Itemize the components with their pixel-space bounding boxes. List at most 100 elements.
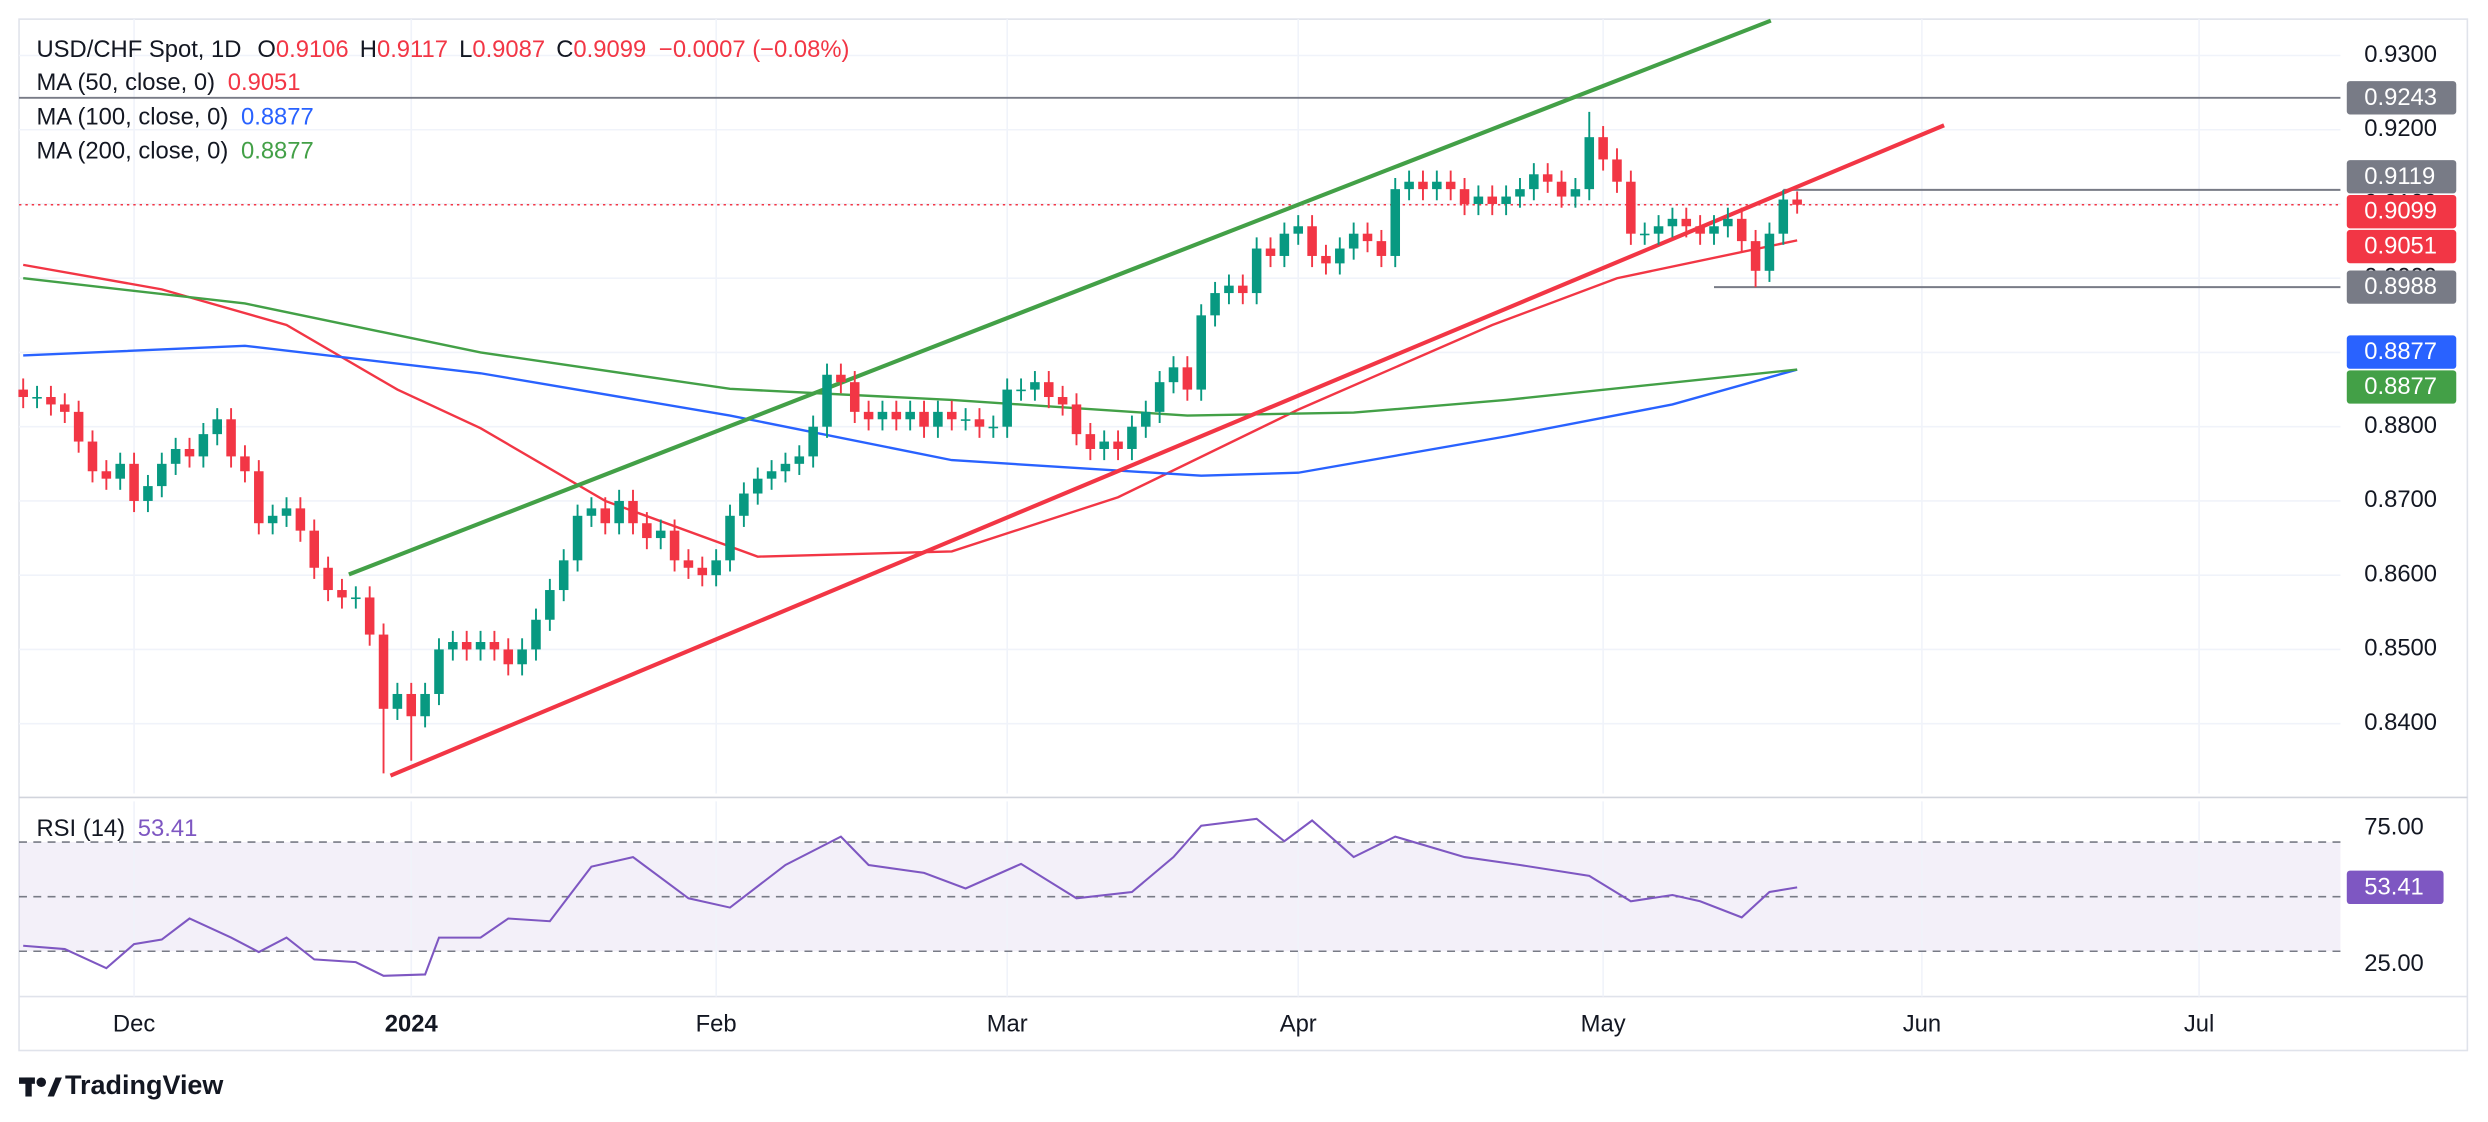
x-tick-label: May bbox=[1581, 1010, 1626, 1037]
candle-body bbox=[281, 508, 292, 516]
change-value: −0.0007 (−0.08%) bbox=[659, 36, 850, 63]
candle-body bbox=[1154, 382, 1165, 412]
candle-body bbox=[558, 560, 569, 591]
candle-body bbox=[808, 426, 818, 457]
x-tick-label: Mar bbox=[987, 1010, 1028, 1037]
candle-body bbox=[919, 411, 929, 427]
candle-body bbox=[1265, 248, 1276, 256]
candle-body bbox=[725, 515, 735, 561]
candle-body bbox=[780, 463, 791, 472]
candle-body bbox=[1432, 181, 1442, 190]
candle-body bbox=[1168, 367, 1179, 383]
candle-body bbox=[1293, 226, 1303, 234]
candle-body bbox=[503, 649, 514, 665]
price-badge-label: 0.8877 bbox=[2364, 338, 2437, 365]
candle-body bbox=[933, 411, 943, 427]
y-tick-label: 0.8500 bbox=[2364, 635, 2437, 662]
candle-body bbox=[1030, 382, 1040, 390]
candle-body bbox=[254, 471, 264, 524]
candle-body bbox=[1556, 181, 1567, 197]
candle-body bbox=[240, 456, 250, 472]
candle-body bbox=[475, 642, 486, 650]
y-tick-label: 0.8800 bbox=[2364, 412, 2437, 439]
candle-body bbox=[711, 560, 721, 576]
y-tick-label: 0.9300 bbox=[2364, 41, 2437, 68]
candle-body bbox=[1335, 248, 1345, 264]
rsi-line bbox=[23, 817, 1798, 977]
candle-body bbox=[309, 530, 319, 568]
candle-body bbox=[198, 434, 209, 457]
price-badge-label: 0.9119 bbox=[2364, 163, 2435, 190]
x-tick-label: Apr bbox=[1280, 1010, 1317, 1037]
footer-brand: TradingView bbox=[65, 1070, 224, 1100]
candle-body bbox=[489, 642, 500, 650]
candle-body bbox=[267, 515, 278, 524]
price-badge-label: 0.8988 bbox=[2364, 273, 2437, 300]
y-tick-label: 0.9200 bbox=[2364, 115, 2437, 142]
candle-body bbox=[1764, 233, 1775, 271]
candle-body bbox=[170, 448, 181, 464]
candle-body bbox=[1362, 233, 1373, 242]
candle-body bbox=[655, 530, 666, 539]
candle-body bbox=[157, 463, 167, 487]
price-badge-label: 0.9243 bbox=[2364, 84, 2437, 111]
price-badge bbox=[2346, 160, 2457, 194]
candle-body bbox=[226, 419, 236, 457]
price-badge bbox=[2346, 335, 2457, 369]
candle-body bbox=[87, 441, 98, 472]
candle-body bbox=[129, 463, 139, 501]
candle-body bbox=[1376, 241, 1387, 256]
legend-name: MA (50, close, 0) bbox=[36, 69, 215, 96]
candle-body bbox=[794, 456, 805, 464]
candle-body bbox=[1542, 174, 1553, 182]
candle-body bbox=[1473, 196, 1484, 204]
ohlc-label: C bbox=[556, 36, 573, 63]
candle-body bbox=[1099, 441, 1109, 449]
candle-body bbox=[1487, 196, 1498, 204]
candle-body bbox=[1002, 389, 1012, 427]
candle-body bbox=[1626, 181, 1636, 234]
candle-body bbox=[1736, 218, 1747, 242]
candle-body bbox=[1418, 181, 1428, 190]
candle-body bbox=[836, 374, 846, 383]
candle-body bbox=[1515, 189, 1525, 197]
candle-body bbox=[849, 382, 860, 412]
rsi-badge bbox=[2346, 870, 2444, 905]
candle-body bbox=[1501, 196, 1511, 204]
rsi-tick-label: 75.00 bbox=[2364, 814, 2424, 841]
candle-body bbox=[143, 486, 153, 501]
candle-body bbox=[988, 426, 999, 429]
candle-body bbox=[739, 493, 749, 516]
candle-body bbox=[1251, 248, 1262, 294]
chart-frame bbox=[18, 18, 2469, 1052]
ohlc-value: 0.9117 bbox=[377, 36, 448, 63]
rsi-legend: RSI (14) 53.41 bbox=[36, 815, 197, 842]
candle-body bbox=[1057, 397, 1068, 405]
candle-body bbox=[1612, 159, 1622, 182]
footer-logo bbox=[19, 1077, 62, 1097]
price-badge bbox=[2346, 81, 2457, 115]
candle-body bbox=[448, 642, 458, 650]
price-badge bbox=[2346, 194, 2457, 229]
candle-body bbox=[1390, 189, 1401, 256]
ma-legend: MA (50, close, 0) 0.9051 bbox=[36, 69, 300, 96]
ohlc-value: 0.9099 bbox=[573, 36, 646, 63]
candle-body bbox=[1141, 411, 1151, 427]
price-badge-label: 0.9099 bbox=[2364, 198, 2437, 225]
y-tick-label: 0.8700 bbox=[2364, 486, 2437, 513]
candle-body bbox=[1085, 434, 1096, 449]
x-tick-label: 2024 bbox=[385, 1010, 439, 1037]
candle-body bbox=[1778, 199, 1789, 234]
candle-body bbox=[295, 508, 306, 531]
candle-body bbox=[60, 404, 70, 412]
legend-value: 0.8877 bbox=[241, 104, 314, 131]
candle-body bbox=[392, 693, 403, 709]
candle-body bbox=[974, 419, 985, 427]
moving-average-line bbox=[23, 277, 1798, 417]
candle-body bbox=[905, 411, 915, 420]
candle-body bbox=[1127, 426, 1137, 449]
candle-body bbox=[1182, 367, 1193, 390]
price-badge-label: 0.9051 bbox=[2364, 233, 2437, 260]
candle-body bbox=[32, 397, 42, 399]
